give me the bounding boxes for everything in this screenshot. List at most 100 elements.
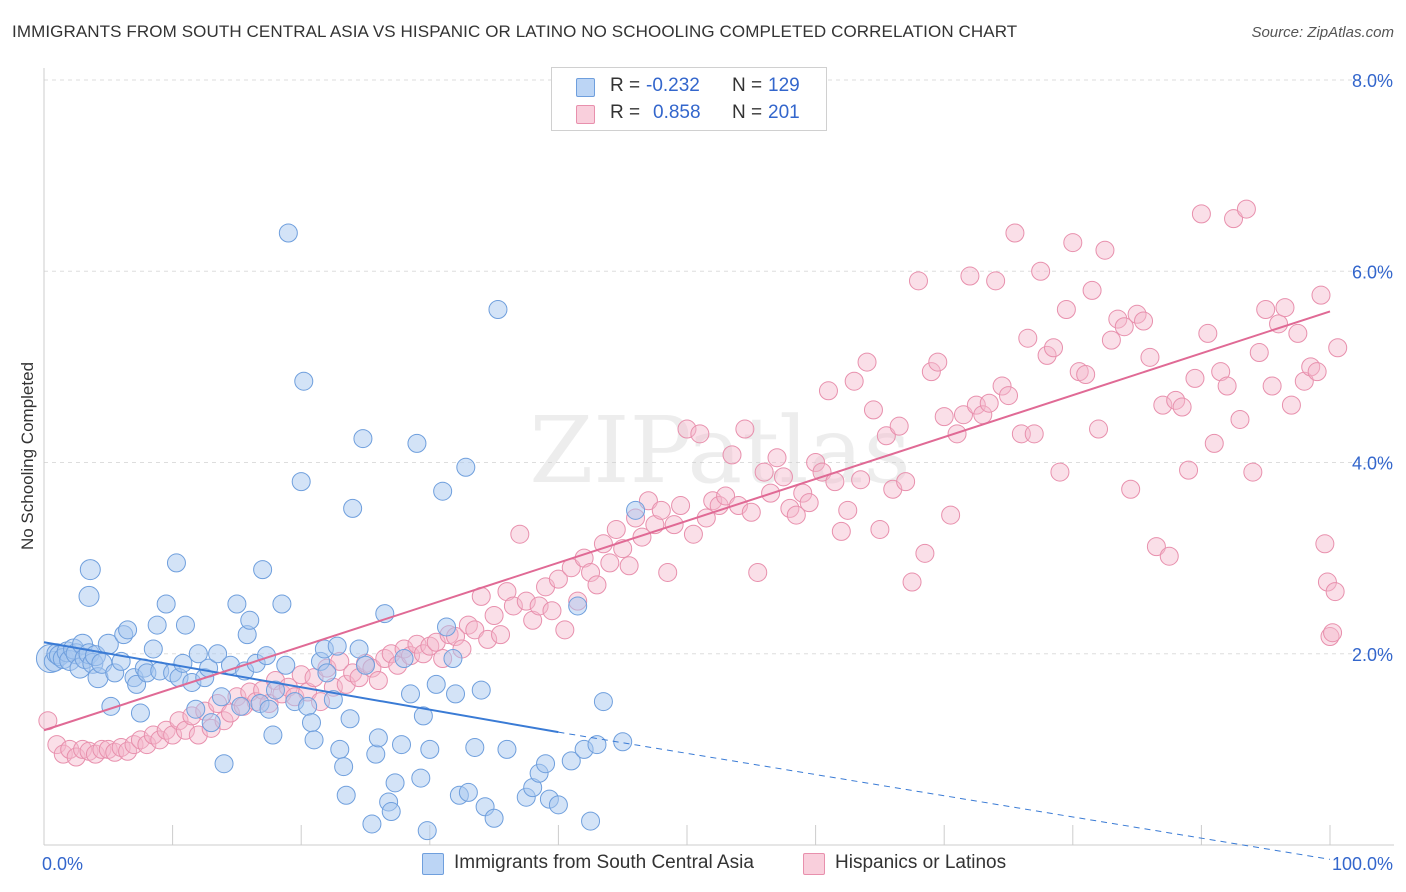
- hispanic-point: [1262, 376, 1282, 396]
- south-central-asia-point: [317, 663, 337, 683]
- hispanic-point: [1179, 460, 1199, 480]
- stats-legend: R = -0.232 N = 129 R = 0.858 N = 201: [551, 67, 827, 131]
- grid-layer: [44, 79, 1394, 655]
- n-value: 129: [768, 75, 800, 96]
- south-central-asia-point: [265, 680, 285, 700]
- hispanic-point: [491, 625, 511, 645]
- south-central-asia-point: [417, 821, 437, 841]
- south-central-asia-point: [253, 560, 273, 580]
- hispanic-point: [1275, 298, 1295, 318]
- hispanic-point: [1024, 424, 1044, 444]
- south-central-asia-point: [626, 500, 646, 520]
- south-central-asia-point: [186, 699, 206, 719]
- south-central-asia-points: [35, 223, 646, 841]
- south-central-asia-point: [78, 585, 100, 607]
- south-central-asia-point: [426, 674, 446, 694]
- hispanic-point: [1249, 343, 1269, 363]
- south-central-asia-point: [227, 594, 247, 614]
- south-central-asia-point: [175, 615, 195, 635]
- south-central-asia-point: [381, 802, 401, 822]
- hispanic-point: [812, 462, 832, 482]
- hispanic-point: [413, 644, 433, 664]
- hispanic-point: [908, 271, 928, 291]
- hispanic-point: [523, 610, 543, 630]
- n-label: N =: [732, 102, 763, 123]
- hispanic-point: [1311, 285, 1331, 305]
- hispanic-point: [1089, 419, 1109, 439]
- hispanic-point: [66, 747, 86, 767]
- south-central-asia-point: [581, 811, 601, 831]
- hispanic-point: [1317, 572, 1337, 592]
- south-central-asia-point: [394, 649, 414, 669]
- hispanic-point: [478, 629, 498, 649]
- south-central-asia-point: [561, 751, 581, 771]
- hispanic-point: [1323, 623, 1343, 643]
- hispanic-point: [722, 445, 742, 465]
- r-label: R =: [610, 102, 641, 123]
- south-central-asia-point: [536, 754, 556, 774]
- hispanic-point: [1288, 323, 1308, 343]
- hispanic-point: [651, 500, 671, 520]
- hispanic-point: [896, 472, 916, 492]
- hispanic-point: [1153, 395, 1173, 415]
- hispanic-point: [1328, 338, 1348, 358]
- hispanic-point: [516, 591, 536, 611]
- hispanic-point: [915, 543, 935, 563]
- south-central-asia-point: [420, 739, 440, 759]
- hispanic-point: [818, 381, 838, 401]
- hispanic-point: [600, 553, 620, 573]
- hispanic-point: [638, 491, 658, 511]
- hispanic-point: [169, 711, 189, 731]
- south-central-asia-point: [587, 735, 607, 755]
- hispanic-point: [548, 569, 568, 589]
- blue-swatch: [576, 78, 595, 97]
- hispanic-point: [941, 505, 961, 525]
- south-central-asia-point: [437, 617, 457, 637]
- south-central-asia-point: [548, 795, 568, 815]
- legend-label: Hispanics or Latinos: [835, 852, 1007, 873]
- south-central-asia-point: [259, 699, 279, 719]
- hispanic-point: [870, 519, 890, 539]
- hispanic-point: [786, 505, 806, 525]
- hispanic-point: [150, 730, 170, 750]
- hispanic-point: [876, 426, 896, 446]
- hispanic-point: [844, 371, 864, 391]
- south-central-asia-point: [411, 768, 431, 788]
- hispanic-point: [716, 486, 736, 506]
- hispanic-point: [767, 448, 787, 468]
- south-central-asia-point: [343, 498, 363, 518]
- south-central-asia-point: [79, 559, 101, 581]
- blue-trend-line: [43, 641, 559, 734]
- hispanic-point: [1159, 546, 1179, 566]
- south-central-asia-point: [330, 739, 350, 759]
- south-central-asia-point: [362, 814, 382, 834]
- hispanic-point: [542, 601, 562, 621]
- hispanic-point: [953, 405, 973, 425]
- south-central-asia-point: [291, 472, 311, 492]
- south-central-asia-point: [458, 782, 478, 802]
- south-central-asia-point: [413, 706, 433, 726]
- hispanic-point: [1044, 338, 1064, 358]
- n-value: 201: [768, 102, 800, 123]
- south-central-asia-point: [166, 553, 186, 573]
- hispanic-point: [928, 352, 948, 372]
- south-central-asia-point: [214, 754, 234, 774]
- south-central-asia-point: [298, 696, 318, 716]
- hispanic-point: [73, 739, 93, 759]
- y-tick-label: 2.0%: [1352, 645, 1393, 665]
- hispanic-point: [593, 534, 613, 554]
- hispanic-point: [587, 575, 607, 595]
- hispanic-point: [1082, 280, 1102, 300]
- hispanic-point: [1185, 368, 1205, 388]
- hispanic-point: [748, 562, 768, 582]
- y-tick-label: 4.0%: [1352, 454, 1393, 474]
- hispanic-point: [581, 562, 601, 582]
- hispanic-point: [992, 376, 1012, 396]
- pink-swatch: [576, 105, 595, 124]
- hispanic-point: [741, 502, 761, 522]
- hispanic-point: [1269, 314, 1289, 334]
- hispanic-point: [175, 720, 195, 740]
- chart-title: IMMIGRANTS FROM SOUTH CENTRAL ASIA VS HI…: [12, 22, 1018, 41]
- south-central-asia-point: [488, 300, 508, 319]
- hispanic-point: [1056, 300, 1076, 319]
